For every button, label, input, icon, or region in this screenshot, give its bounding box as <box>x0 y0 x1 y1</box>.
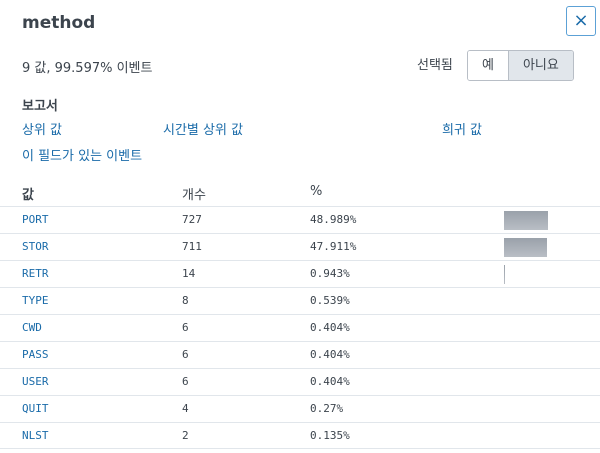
percent-bar <box>504 211 548 230</box>
count-cell: 6 <box>182 348 189 361</box>
top-values-link[interactable]: 상위 값 <box>22 123 63 138</box>
selected-toggle: 예 아니요 <box>467 50 574 81</box>
close-icon: × <box>573 10 589 31</box>
column-header-count: 개수 <box>182 188 206 203</box>
percent-cell: 0.135% <box>310 429 350 442</box>
table-row: NLST 2 0.135% <box>0 422 600 449</box>
percent-cell: 0.943% <box>310 267 350 280</box>
top-values-by-time-link[interactable]: 시간별 상위 값 <box>163 123 244 138</box>
percent-cell: 0.404% <box>310 321 350 334</box>
value-link[interactable]: STOR <box>22 240 49 253</box>
percent-bar <box>504 238 547 257</box>
count-cell: 8 <box>182 294 189 307</box>
column-header-value: 값 <box>22 188 34 203</box>
value-link[interactable]: CWD <box>22 321 42 334</box>
table-row: TYPE 8 0.539% <box>0 287 600 314</box>
values-table: PORT 727 48.989% STOR 711 47.911% RETR 14 0.943%… <box>0 206 600 449</box>
value-link[interactable]: PASS <box>22 348 49 361</box>
table-row: PORT 727 48.989% <box>0 206 600 233</box>
percent-cell: 0.27% <box>310 402 344 415</box>
count-cell: 2 <box>182 429 189 442</box>
table-row: QUIT 4 0.27% <box>0 395 600 422</box>
percent-cell: 48.989% <box>310 213 357 226</box>
table-row: RETR 14 0.943% <box>0 260 600 287</box>
table-row: CWD 6 0.404% <box>0 314 600 341</box>
count-cell: 6 <box>182 375 189 388</box>
count-cell: 14 <box>182 267 196 280</box>
percent-bar <box>504 265 505 284</box>
field-title: method <box>22 13 96 33</box>
column-header-percent: % <box>310 184 323 199</box>
percent-cell: 0.539% <box>310 294 350 307</box>
selected-label: 선택됨 <box>417 58 453 73</box>
value-link[interactable]: USER <box>22 375 49 388</box>
percent-cell: 0.404% <box>310 375 350 388</box>
value-link[interactable]: RETR <box>22 267 49 280</box>
count-cell: 4 <box>182 402 189 415</box>
events-with-field-link[interactable]: 이 필드가 있는 이벤트 <box>22 149 143 164</box>
percent-cell: 0.404% <box>310 348 350 361</box>
percent-cell: 47.911% <box>310 240 357 253</box>
rare-values-link[interactable]: 희귀 값 <box>442 123 483 138</box>
close-button[interactable]: × <box>566 6 596 36</box>
table-row: USER 6 0.404% <box>0 368 600 395</box>
table-row: STOR 711 47.911% <box>0 233 600 260</box>
value-link[interactable]: TYPE <box>22 294 49 307</box>
count-cell: 711 <box>182 240 202 253</box>
field-summary: 9 값, 99.597% 이벤트 <box>22 61 153 76</box>
selected-no-button[interactable]: 아니요 <box>508 51 573 80</box>
value-link[interactable]: NLST <box>22 429 49 442</box>
table-row: PASS 6 0.404% <box>0 341 600 368</box>
count-cell: 727 <box>182 213 202 226</box>
value-link[interactable]: QUIT <box>22 402 49 415</box>
reports-heading: 보고서 <box>22 99 58 114</box>
value-link[interactable]: PORT <box>22 213 49 226</box>
count-cell: 6 <box>182 321 189 334</box>
selected-yes-button[interactable]: 예 <box>468 51 509 80</box>
